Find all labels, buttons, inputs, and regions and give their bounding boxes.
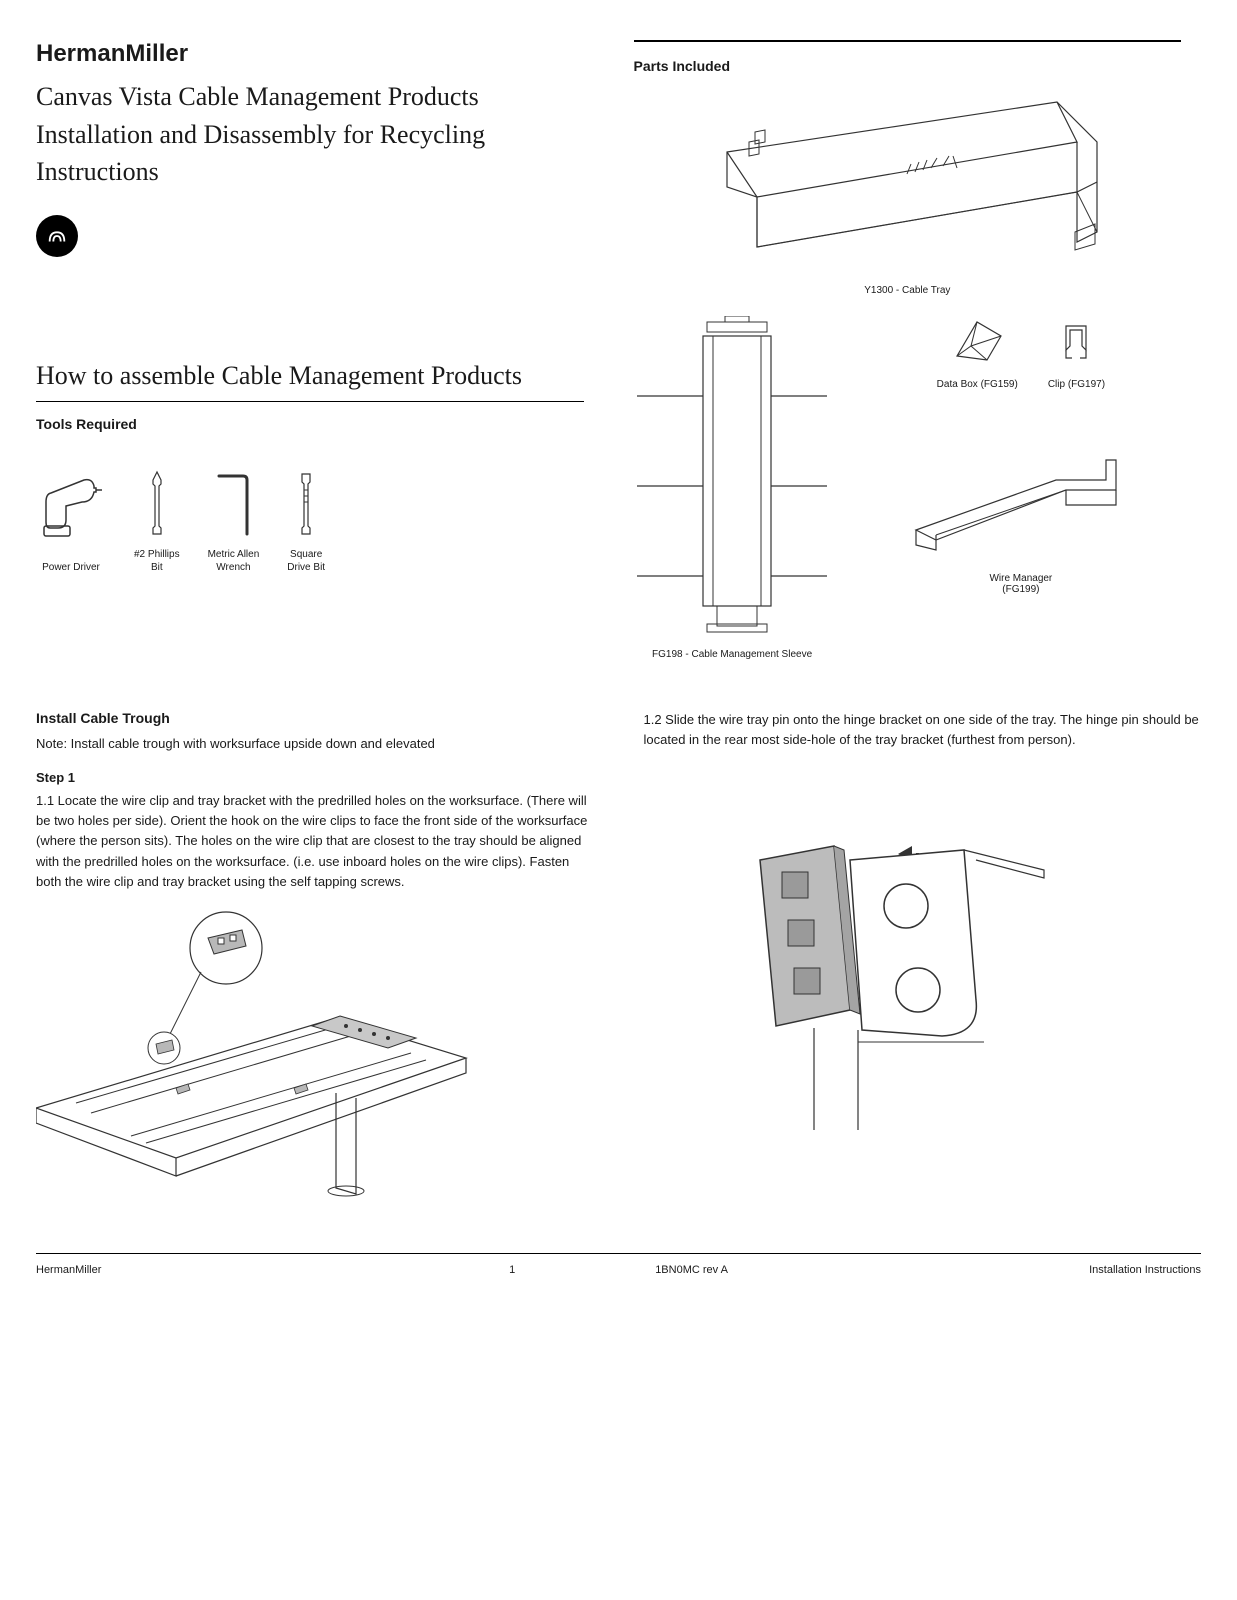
part-clip: Clip (FG197) bbox=[1048, 316, 1105, 390]
phillips-bit-icon bbox=[145, 470, 169, 540]
tool-phillips-bit: #2 Phillips Bit bbox=[134, 450, 180, 574]
square-bit-icon bbox=[294, 470, 318, 540]
tool-label: Square Drive Bit bbox=[287, 548, 325, 574]
part-label: Wire Manager (FG199) bbox=[861, 573, 1181, 595]
allen-wrench-icon bbox=[213, 470, 253, 540]
part-label: Clip (FG197) bbox=[1048, 379, 1105, 390]
document-title: Canvas Vista Cable Management Products I… bbox=[36, 78, 584, 191]
tool-label: Power Driver bbox=[36, 561, 106, 574]
tool-label: Metric Allen Wrench bbox=[208, 548, 260, 574]
footer-brand: HermanMiller bbox=[36, 1264, 509, 1276]
power-driver-icon bbox=[36, 468, 106, 553]
step-1-1-text: 1.1 Locate the wire clip and tray bracke… bbox=[36, 791, 594, 892]
clip-icon bbox=[1058, 316, 1094, 366]
part-sleeve: FG198 - Cable Management Sleeve bbox=[634, 316, 831, 660]
part-data-box: Data Box (FG159) bbox=[937, 316, 1018, 390]
part-cable-tray: Y1300 - Cable Tray bbox=[634, 92, 1182, 296]
part-label: FG198 - Cable Management Sleeve bbox=[634, 649, 831, 660]
data-box-icon bbox=[947, 316, 1007, 366]
step1-heading: Step 1 bbox=[36, 770, 594, 785]
part-wire-manager: Wire Manager (FG199) bbox=[861, 450, 1181, 595]
illustration-1-2 bbox=[644, 830, 1202, 1155]
tool-label: #2 Phillips Bit bbox=[134, 548, 180, 574]
part-label: Y1300 - Cable Tray bbox=[634, 285, 1182, 296]
worksurface-illustration-icon bbox=[36, 908, 476, 1208]
tool-allen-wrench: Metric Allen Wrench bbox=[208, 450, 260, 574]
tool-power-driver: Power Driver bbox=[36, 463, 106, 574]
page-footer: HermanMiller 1 1BN0MC rev A Installation… bbox=[36, 1253, 1201, 1276]
install-note: Note: Install cable trough with worksurf… bbox=[36, 734, 594, 754]
tool-square-bit: Square Drive Bit bbox=[287, 450, 325, 574]
top-rule bbox=[634, 40, 1182, 42]
tools-row: Power Driver #2 Phillips Bit Metric Alle… bbox=[36, 450, 584, 574]
footer-doc-type: Installation Instructions bbox=[728, 1264, 1201, 1276]
hinge-bracket-illustration-icon bbox=[644, 830, 1064, 1150]
wire-manager-icon bbox=[906, 450, 1136, 560]
illustration-1-1 bbox=[36, 908, 594, 1213]
part-label: Data Box (FG159) bbox=[937, 379, 1018, 390]
step-1-2-text: 1.2 Slide the wire tray pin onto the hin… bbox=[644, 710, 1202, 750]
parts-included-heading: Parts Included bbox=[634, 58, 1182, 74]
sleeve-icon bbox=[637, 316, 827, 636]
brand-logo-icon bbox=[36, 215, 78, 257]
assemble-heading: How to assemble Cable Management Product… bbox=[36, 357, 584, 402]
tools-required-heading: Tools Required bbox=[36, 416, 584, 432]
brand-name: HermanMiller bbox=[36, 40, 584, 68]
footer-rev: 1BN0MC rev A bbox=[515, 1264, 728, 1276]
cable-tray-icon bbox=[697, 92, 1117, 272]
install-trough-heading: Install Cable Trough bbox=[36, 710, 594, 726]
